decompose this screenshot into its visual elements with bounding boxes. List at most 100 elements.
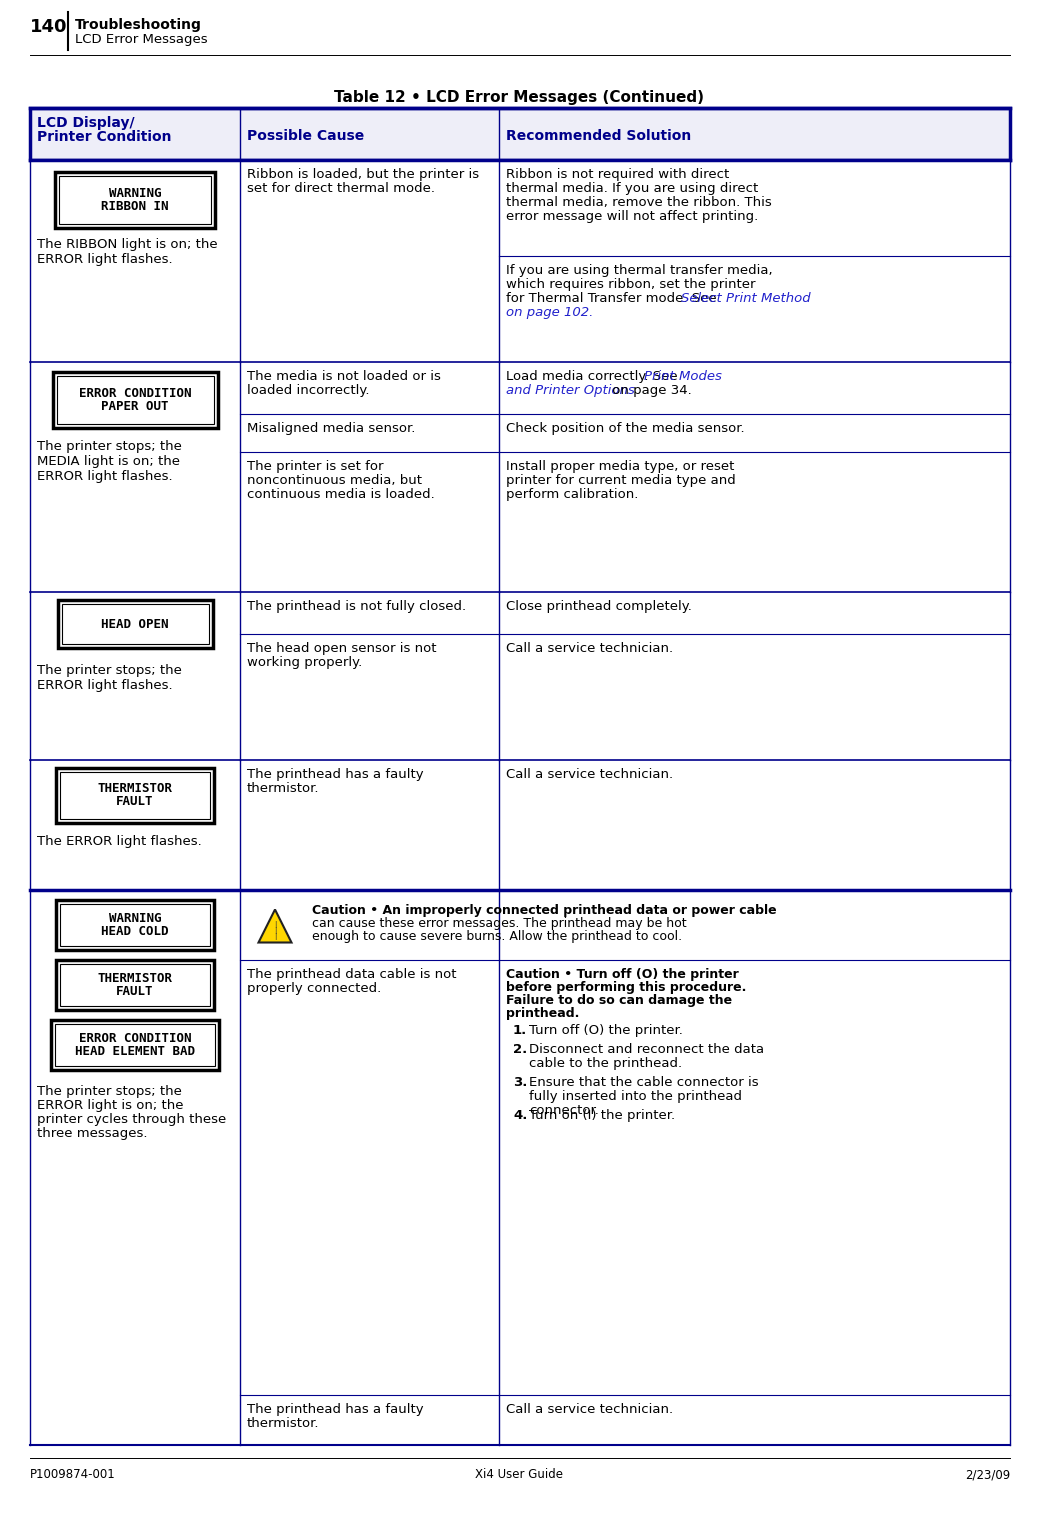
Text: Ensure that the cable connector is: Ensure that the cable connector is — [529, 1076, 759, 1089]
Text: ERROR light flashes.: ERROR light flashes. — [37, 679, 172, 691]
Text: thermistor.: thermistor. — [247, 1418, 320, 1430]
Text: Call a service technician.: Call a service technician. — [506, 642, 673, 655]
Text: Close printhead completely.: Close printhead completely. — [506, 601, 692, 613]
Text: FAULT: FAULT — [116, 985, 154, 999]
Text: The printer stops; the: The printer stops; the — [37, 664, 182, 676]
Bar — [57, 601, 213, 648]
Bar — [56, 377, 214, 424]
Text: 2/23/09: 2/23/09 — [964, 1468, 1010, 1481]
Text: on page 34.: on page 34. — [608, 384, 691, 396]
Bar — [60, 772, 210, 819]
Text: 3.: 3. — [513, 1076, 527, 1089]
Text: thermal media, remove the ribbon. This: thermal media, remove the ribbon. This — [506, 197, 771, 209]
Text: Xi4 User Guide: Xi4 User Guide — [475, 1468, 563, 1481]
Text: before performing this procedure.: before performing this procedure. — [506, 980, 746, 994]
Text: The RIBBON light is on; the: The RIBBON light is on; the — [37, 238, 218, 251]
Text: Disconnect and reconnect the data: Disconnect and reconnect the data — [529, 1042, 764, 1056]
Text: three messages.: three messages. — [37, 1127, 147, 1139]
Text: Ribbon is loaded, but the printer is: Ribbon is loaded, but the printer is — [247, 168, 480, 182]
Text: P1009874-001: P1009874-001 — [30, 1468, 116, 1481]
Text: Load media correctly. See: Load media correctly. See — [506, 371, 682, 383]
Text: Recommended Solution: Recommended Solution — [506, 129, 691, 144]
Text: The media is not loaded or is: The media is not loaded or is — [247, 371, 441, 383]
Text: MEDIA light is on; the: MEDIA light is on; the — [37, 455, 180, 468]
Text: fully inserted into the printhead: fully inserted into the printhead — [529, 1089, 742, 1103]
Text: Call a service technician.: Call a service technician. — [506, 1403, 673, 1416]
Bar — [51, 1020, 219, 1070]
Text: |: | — [274, 926, 276, 934]
Bar — [56, 767, 214, 823]
Text: The printhead has a faulty: The printhead has a faulty — [247, 1403, 424, 1416]
Bar — [55, 172, 215, 228]
Text: cable to the printhead.: cable to the printhead. — [529, 1058, 682, 1070]
Text: can cause these error messages. The printhead may be hot: can cause these error messages. The prin… — [312, 917, 686, 930]
Text: RIBBON IN: RIBBON IN — [102, 200, 169, 213]
Text: WARNING: WARNING — [109, 912, 161, 924]
Text: thermal media. If you are using direct: thermal media. If you are using direct — [506, 182, 758, 195]
Text: printhead.: printhead. — [506, 1008, 579, 1020]
Text: PAPER OUT: PAPER OUT — [102, 399, 169, 413]
Text: The head open sensor is not: The head open sensor is not — [247, 642, 437, 655]
Text: noncontinuous media, but: noncontinuous media, but — [247, 474, 422, 487]
Text: THERMISTOR: THERMISTOR — [98, 782, 172, 794]
Text: Check position of the media sensor.: Check position of the media sensor. — [506, 422, 744, 436]
Text: Turn off (O) the printer.: Turn off (O) the printer. — [529, 1024, 683, 1036]
Bar — [59, 176, 211, 224]
Bar — [60, 964, 210, 1006]
Text: printer for current media type and: printer for current media type and — [506, 474, 736, 487]
Text: which requires ribbon, set the printer: which requires ribbon, set the printer — [506, 278, 756, 290]
Text: HEAD OPEN: HEAD OPEN — [102, 617, 169, 631]
Bar — [30, 362, 1010, 592]
Bar — [60, 903, 210, 946]
Text: The printhead data cable is not: The printhead data cable is not — [247, 968, 457, 980]
Text: Printer Condition: Printer Condition — [37, 130, 171, 144]
Text: FAULT: FAULT — [116, 794, 154, 808]
Text: Table 12 • LCD Error Messages (Continued): Table 12 • LCD Error Messages (Continued… — [334, 89, 704, 104]
Text: set for direct thermal mode.: set for direct thermal mode. — [247, 182, 435, 195]
Text: Turn on (I) the printer.: Turn on (I) the printer. — [529, 1109, 675, 1123]
Text: If you are using thermal transfer media,: If you are using thermal transfer media, — [506, 263, 772, 277]
Bar — [30, 890, 1010, 1445]
Text: ERROR light is on; the: ERROR light is on; the — [37, 1098, 184, 1112]
Text: HEAD ELEMENT BAD: HEAD ELEMENT BAD — [75, 1045, 195, 1058]
Text: and Printer Options: and Printer Options — [506, 384, 635, 396]
Text: THERMISTOR: THERMISTOR — [98, 971, 172, 985]
Text: on page 102.: on page 102. — [506, 306, 594, 319]
Text: Misaligned media sensor.: Misaligned media sensor. — [247, 422, 415, 436]
Text: ERROR CONDITION: ERROR CONDITION — [79, 1032, 191, 1045]
Text: loaded incorrectly.: loaded incorrectly. — [247, 384, 370, 396]
Text: 4.: 4. — [513, 1109, 527, 1123]
Text: WARNING: WARNING — [109, 188, 161, 200]
Text: 2.: 2. — [513, 1042, 527, 1056]
Text: enough to cause severe burns. Allow the printhead to cool.: enough to cause severe burns. Allow the … — [312, 930, 682, 943]
Text: HEAD COLD: HEAD COLD — [102, 924, 169, 938]
Bar — [56, 900, 214, 950]
Text: The printer is set for: The printer is set for — [247, 460, 383, 474]
Text: properly connected.: properly connected. — [247, 982, 381, 996]
Text: connector.: connector. — [529, 1104, 599, 1117]
Text: The printer stops; the: The printer stops; the — [37, 440, 182, 452]
Text: ERROR light flashes.: ERROR light flashes. — [37, 471, 172, 483]
Text: Failure to do so can damage the: Failure to do so can damage the — [506, 994, 732, 1008]
Text: ERROR CONDITION: ERROR CONDITION — [79, 387, 191, 399]
Bar — [55, 1024, 215, 1067]
Text: Caution • Turn off (O) the printer: Caution • Turn off (O) the printer — [506, 968, 739, 980]
Text: The printhead has a faulty: The printhead has a faulty — [247, 769, 424, 781]
Text: The printer stops; the: The printer stops; the — [37, 1085, 182, 1098]
Text: Print Modes: Print Modes — [644, 371, 721, 383]
Text: error message will not affect printing.: error message will not affect printing. — [506, 210, 758, 222]
Bar — [61, 604, 209, 645]
Bar — [56, 961, 214, 1011]
Bar — [30, 760, 1010, 890]
Text: LCD Error Messages: LCD Error Messages — [75, 33, 208, 45]
Bar — [30, 592, 1010, 760]
Text: thermistor.: thermistor. — [247, 782, 320, 794]
Text: The ERROR light flashes.: The ERROR light flashes. — [37, 835, 201, 847]
Bar — [30, 160, 1010, 362]
Text: Caution • An improperly connected printhead data or power cable: Caution • An improperly connected printh… — [312, 903, 776, 917]
Polygon shape — [258, 909, 292, 943]
Text: Troubleshooting: Troubleshooting — [75, 18, 201, 32]
Text: for Thermal Transfer mode. See: for Thermal Transfer mode. See — [506, 292, 720, 306]
Text: LCD Display/: LCD Display/ — [37, 117, 135, 130]
Text: |: | — [274, 932, 276, 940]
